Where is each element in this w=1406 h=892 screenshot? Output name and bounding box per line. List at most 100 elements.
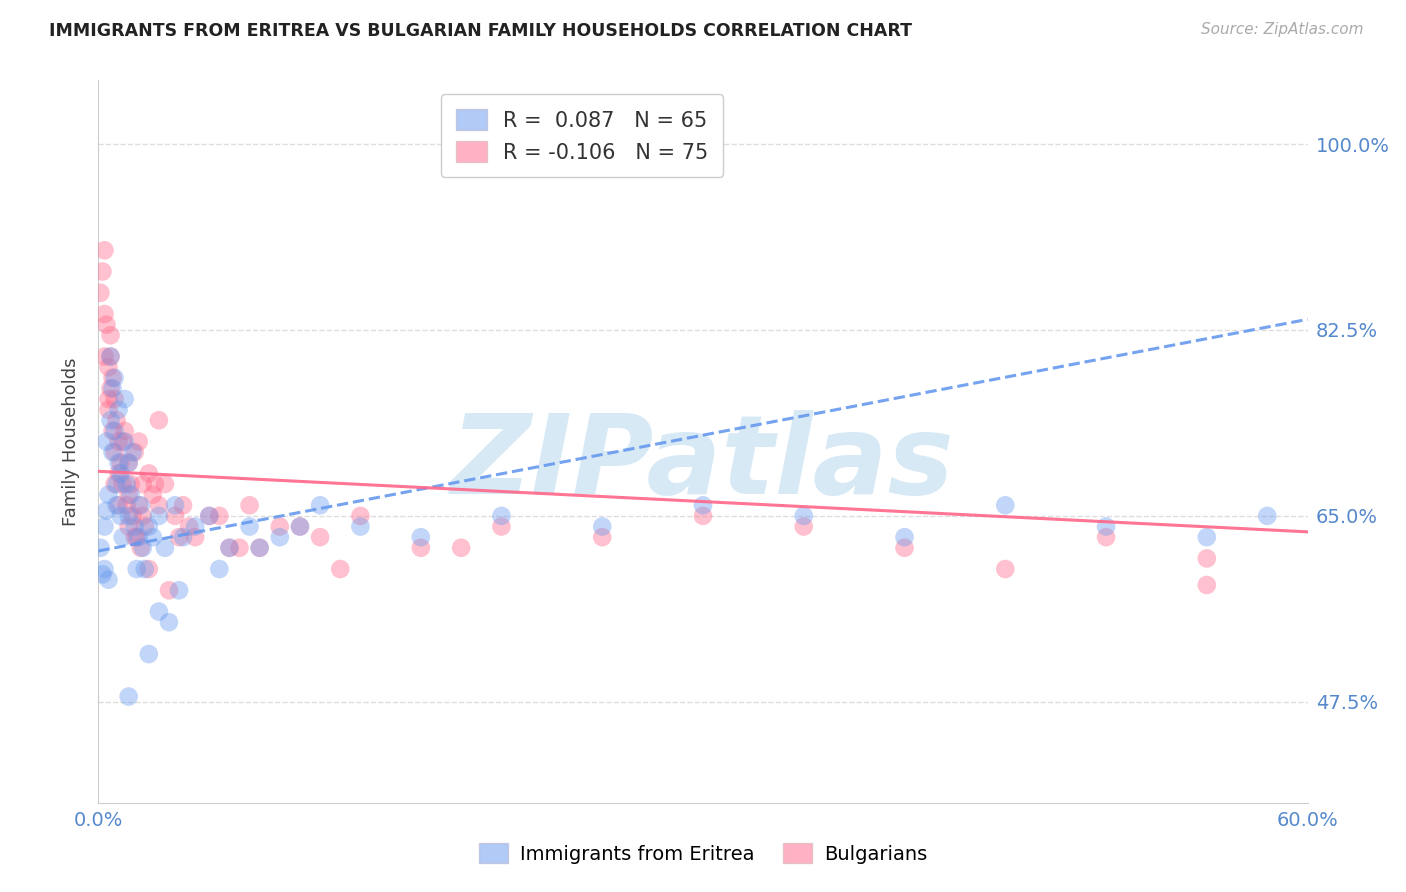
Point	[101, 445, 124, 459]
Point	[107, 467, 129, 481]
Point	[124, 519, 146, 533]
Point	[100, 328, 122, 343]
Point	[89, 541, 111, 555]
Point	[288, 519, 311, 533]
Point	[111, 434, 134, 449]
Point	[249, 541, 271, 555]
Point	[118, 456, 141, 470]
Point	[91, 567, 114, 582]
Point	[110, 456, 132, 470]
Point	[138, 562, 160, 576]
Point	[692, 508, 714, 523]
Point	[100, 413, 122, 427]
Point	[138, 467, 160, 481]
Point	[124, 445, 146, 459]
Point	[91, 264, 114, 278]
Point	[157, 583, 180, 598]
Point	[1095, 530, 1118, 544]
Text: IMMIGRANTS FROM ERITREA VS BULGARIAN FAMILY HOUSEHOLDS CORRELATION CHART: IMMIGRANTS FROM ERITREA VS BULGARIAN FAM…	[49, 22, 912, 40]
Point	[111, 530, 134, 544]
Point	[218, 541, 240, 555]
Point	[129, 541, 152, 555]
Point	[93, 562, 115, 576]
Point	[93, 350, 115, 364]
Text: Source: ZipAtlas.com: Source: ZipAtlas.com	[1201, 22, 1364, 37]
Point	[100, 381, 122, 395]
Point	[101, 424, 124, 438]
Point	[103, 445, 125, 459]
Point	[1195, 530, 1218, 544]
Point	[124, 530, 146, 544]
Point	[115, 498, 138, 512]
Point	[132, 541, 155, 555]
Point	[118, 488, 141, 502]
Point	[793, 508, 815, 523]
Point	[309, 498, 332, 512]
Point	[288, 519, 311, 533]
Point	[1256, 508, 1278, 523]
Point	[893, 530, 915, 544]
Point	[100, 350, 122, 364]
Point	[120, 488, 142, 502]
Point	[1195, 551, 1218, 566]
Point	[96, 318, 118, 332]
Point	[107, 456, 129, 470]
Point	[138, 519, 160, 533]
Point	[198, 508, 221, 523]
Legend: Immigrants from Eritrea, Bulgarians: Immigrants from Eritrea, Bulgarians	[470, 833, 936, 873]
Point	[97, 488, 120, 502]
Point	[208, 562, 231, 576]
Point	[239, 519, 262, 533]
Point	[179, 519, 201, 533]
Point	[118, 519, 141, 533]
Point	[172, 530, 194, 544]
Point	[89, 285, 111, 300]
Point	[105, 498, 128, 512]
Point	[142, 530, 165, 544]
Point	[591, 519, 613, 533]
Point	[1095, 519, 1118, 533]
Point	[142, 488, 165, 502]
Point	[121, 445, 143, 459]
Point	[114, 424, 136, 438]
Point	[692, 498, 714, 512]
Point	[184, 530, 207, 544]
Point	[97, 392, 120, 406]
Point	[105, 413, 128, 427]
Point	[114, 434, 136, 449]
Point	[118, 690, 141, 704]
Point	[128, 530, 150, 544]
Point	[167, 530, 190, 544]
Point	[239, 498, 262, 512]
Point	[409, 541, 432, 555]
Point	[143, 477, 166, 491]
Point	[228, 541, 250, 555]
Point	[893, 541, 915, 555]
Point	[134, 519, 156, 533]
Point	[157, 615, 180, 630]
Point	[349, 508, 371, 523]
Point	[269, 519, 291, 533]
Point	[132, 477, 155, 491]
Point	[491, 508, 513, 523]
Point	[114, 392, 136, 406]
Point	[163, 508, 186, 523]
Point	[138, 647, 160, 661]
Point	[172, 498, 194, 512]
Point	[105, 477, 128, 491]
Point	[101, 381, 124, 395]
Point	[110, 508, 132, 523]
Point	[128, 498, 150, 512]
Point	[329, 562, 352, 576]
Point	[115, 477, 138, 491]
Point	[129, 498, 152, 512]
Point	[93, 244, 115, 258]
Point	[1195, 578, 1218, 592]
Point	[101, 371, 124, 385]
Point	[148, 498, 170, 512]
Point	[148, 508, 170, 523]
Point	[125, 530, 148, 544]
Point	[121, 508, 143, 523]
Point	[103, 371, 125, 385]
Point	[450, 541, 472, 555]
